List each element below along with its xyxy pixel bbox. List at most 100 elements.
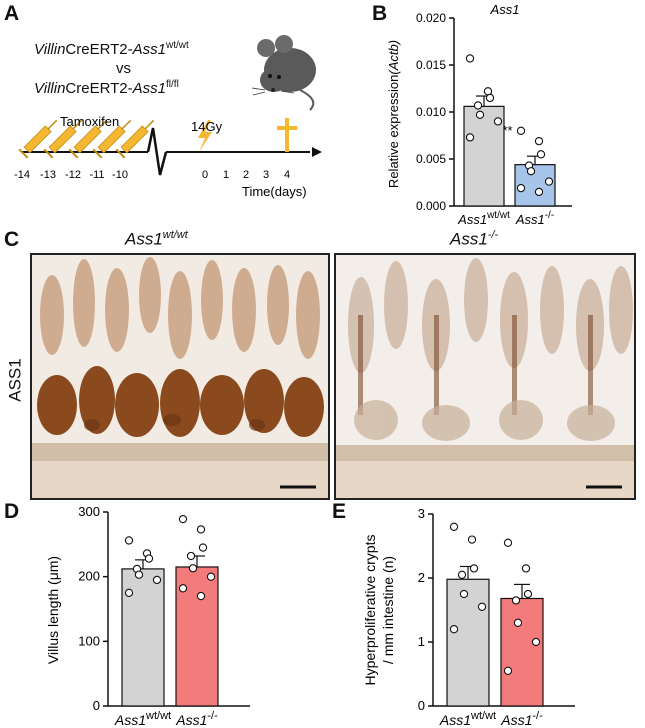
chart-d-data-point bbox=[186, 551, 196, 561]
tamoxifen-label: Tamoxifen bbox=[60, 114, 119, 129]
chart-d-data-point bbox=[206, 572, 216, 581]
chart-e-data-point bbox=[523, 589, 533, 599]
chart-b-data-point bbox=[516, 126, 526, 135]
genotype-line-2-italic: Villin bbox=[34, 80, 66, 97]
chart-d-data-point bbox=[124, 588, 134, 597]
chart-e-data-point bbox=[513, 618, 523, 627]
chart-b-data-point bbox=[475, 110, 485, 119]
syringe-icon-1 bbox=[18, 119, 58, 159]
chart-b-ylabel-italic: (Actb) bbox=[386, 40, 401, 75]
micrograph-left-title: Ass1wt/wt bbox=[125, 229, 188, 250]
chart-e-data-point bbox=[469, 564, 479, 573]
chart-e-ytick-label: 0 bbox=[418, 698, 425, 713]
chart-b-data-point bbox=[493, 117, 503, 126]
panel-letter-e: E bbox=[332, 500, 347, 523]
chart-d-ytick-label: 200 bbox=[78, 569, 100, 584]
panel-letter-a: A bbox=[4, 2, 20, 25]
chart-e-data-point bbox=[503, 538, 513, 547]
chart-b-data-point bbox=[544, 177, 554, 186]
chart-e-data-point bbox=[467, 535, 477, 544]
chart-b-data-point bbox=[465, 54, 475, 63]
chart-d-data-point bbox=[152, 575, 162, 585]
chart-e-ylabel-line-1: Hyperproliferative crypts bbox=[362, 535, 378, 686]
chart-e-ytick-label: 1 bbox=[418, 634, 425, 649]
micrograph-right-title-text: Ass1 bbox=[450, 229, 488, 249]
chart-b-data-point bbox=[536, 150, 546, 159]
genotype-line-1-italic: Villin bbox=[34, 41, 66, 58]
chart-d-ytick-label: 300 bbox=[78, 504, 100, 519]
chart-e-data-point bbox=[449, 625, 459, 634]
genotype-line-2-sup: fl/fl bbox=[166, 79, 179, 90]
genotype-line-1-rest: CreERT2- bbox=[65, 41, 133, 58]
micrograph-ko bbox=[334, 253, 636, 500]
chart-e-data-point bbox=[511, 596, 521, 605]
tick-label-pre-2: -13 bbox=[40, 169, 56, 181]
chart-e-data-point bbox=[449, 522, 459, 531]
genotype-line-1-gene: Ass1 bbox=[132, 41, 167, 58]
chart-b: Ass1 Relative expression(Actb) *** 0.000… bbox=[386, 2, 572, 227]
chart-d-data-point bbox=[124, 536, 134, 545]
chart-e-bar bbox=[500, 597, 544, 707]
tick-label-post-4: 3 bbox=[263, 169, 269, 181]
chart-d-category-label: Ass1-/- bbox=[175, 710, 218, 728]
chart-b-ytick-label: 0.010 bbox=[416, 105, 446, 119]
chart-e-ytick-label: 3 bbox=[418, 506, 425, 521]
chart-b-data-point bbox=[526, 167, 536, 176]
chart-d-ytick-label: 0 bbox=[93, 698, 100, 713]
chart-b-title: Ass1 bbox=[490, 2, 520, 17]
chart-b-ytick-label: 0.000 bbox=[416, 199, 446, 213]
time-axis-label: Time(days) bbox=[242, 184, 307, 199]
chart-b-data-point bbox=[465, 133, 475, 142]
chart-e-data-point bbox=[459, 589, 469, 599]
chart-b-data-point bbox=[534, 136, 544, 146]
micrograph-ko-image bbox=[336, 255, 634, 498]
syringe-icon-4 bbox=[92, 119, 132, 159]
chart-b-ytick-label: 0.015 bbox=[416, 58, 446, 72]
chart-e: Hyperproliferative crypts / mm intestine… bbox=[362, 506, 575, 728]
micrograph-left-title-sup: wt/wt bbox=[162, 229, 188, 241]
chart-d-data-point bbox=[144, 554, 154, 563]
chart-d-ylabel: Villus length (μm) bbox=[45, 556, 61, 664]
chart-b-ylabel: Relative expression(Actb) bbox=[386, 40, 401, 188]
chart-d-category-label: Ass1wt/wt bbox=[114, 710, 171, 728]
timeline-scheme: Tamoxifen 14Gy -14 -13 -12 -11 -10 0 1 2… bbox=[14, 35, 322, 199]
micrograph-wt bbox=[30, 253, 330, 500]
chart-e-ytick-label: 2 bbox=[418, 570, 425, 585]
chart-d-data-point bbox=[198, 543, 208, 552]
tick-label-pre-3: -12 bbox=[65, 169, 81, 181]
lightning-bolt-icon bbox=[198, 120, 212, 152]
panel-letter-b: B bbox=[372, 2, 388, 25]
chart-b-ytick-label: 0.020 bbox=[416, 11, 446, 25]
micrograph-right-title: Ass1-/- bbox=[450, 229, 498, 250]
chart-d-ytick-label: 100 bbox=[78, 633, 100, 648]
syringe-icons bbox=[18, 119, 155, 159]
chart-e-category-label: Ass1wt/wt bbox=[439, 710, 496, 728]
syringe-icon-5 bbox=[115, 119, 155, 159]
chart-b-data-point bbox=[516, 183, 526, 193]
tick-label-pre-1: -14 bbox=[14, 169, 30, 181]
tick-label-post-5: 4 bbox=[284, 169, 290, 181]
micrograph-wt-image bbox=[32, 255, 328, 498]
chart-e-category-label: Ass1-/- bbox=[500, 710, 543, 728]
panel-letter-d: D bbox=[4, 500, 20, 523]
chart-e-ylabel-line-2: / mm intestine (n) bbox=[380, 556, 396, 664]
chart-e-data-point bbox=[531, 637, 541, 647]
genotype-line-2: VillinCreERT2-Ass1fl/fl bbox=[34, 79, 179, 97]
chart-e-data-point bbox=[521, 564, 531, 573]
genotype-line-1: VillinCreERT2-Ass1wt/wt bbox=[34, 40, 189, 58]
chart-d-data-point bbox=[178, 514, 188, 524]
cross-icon bbox=[277, 118, 297, 152]
tick-label-post-1: 0 bbox=[202, 169, 208, 181]
panel-letter-c: C bbox=[4, 228, 20, 251]
chart-d-data-point bbox=[196, 525, 206, 534]
syringe-icon-3 bbox=[68, 119, 108, 159]
chart-e-data-point bbox=[477, 602, 487, 611]
chart-e-data-point bbox=[457, 570, 467, 579]
tick-label-post-3: 2 bbox=[243, 169, 249, 181]
tick-label-post-2: 1 bbox=[223, 169, 229, 181]
chart-d-data-point bbox=[188, 564, 198, 573]
irradiation-label: 14Gy bbox=[191, 119, 223, 134]
genotype-line-2-gene: Ass1 bbox=[132, 80, 167, 97]
chart-e-bar bbox=[446, 578, 490, 707]
chart-b-data-point bbox=[473, 101, 483, 110]
